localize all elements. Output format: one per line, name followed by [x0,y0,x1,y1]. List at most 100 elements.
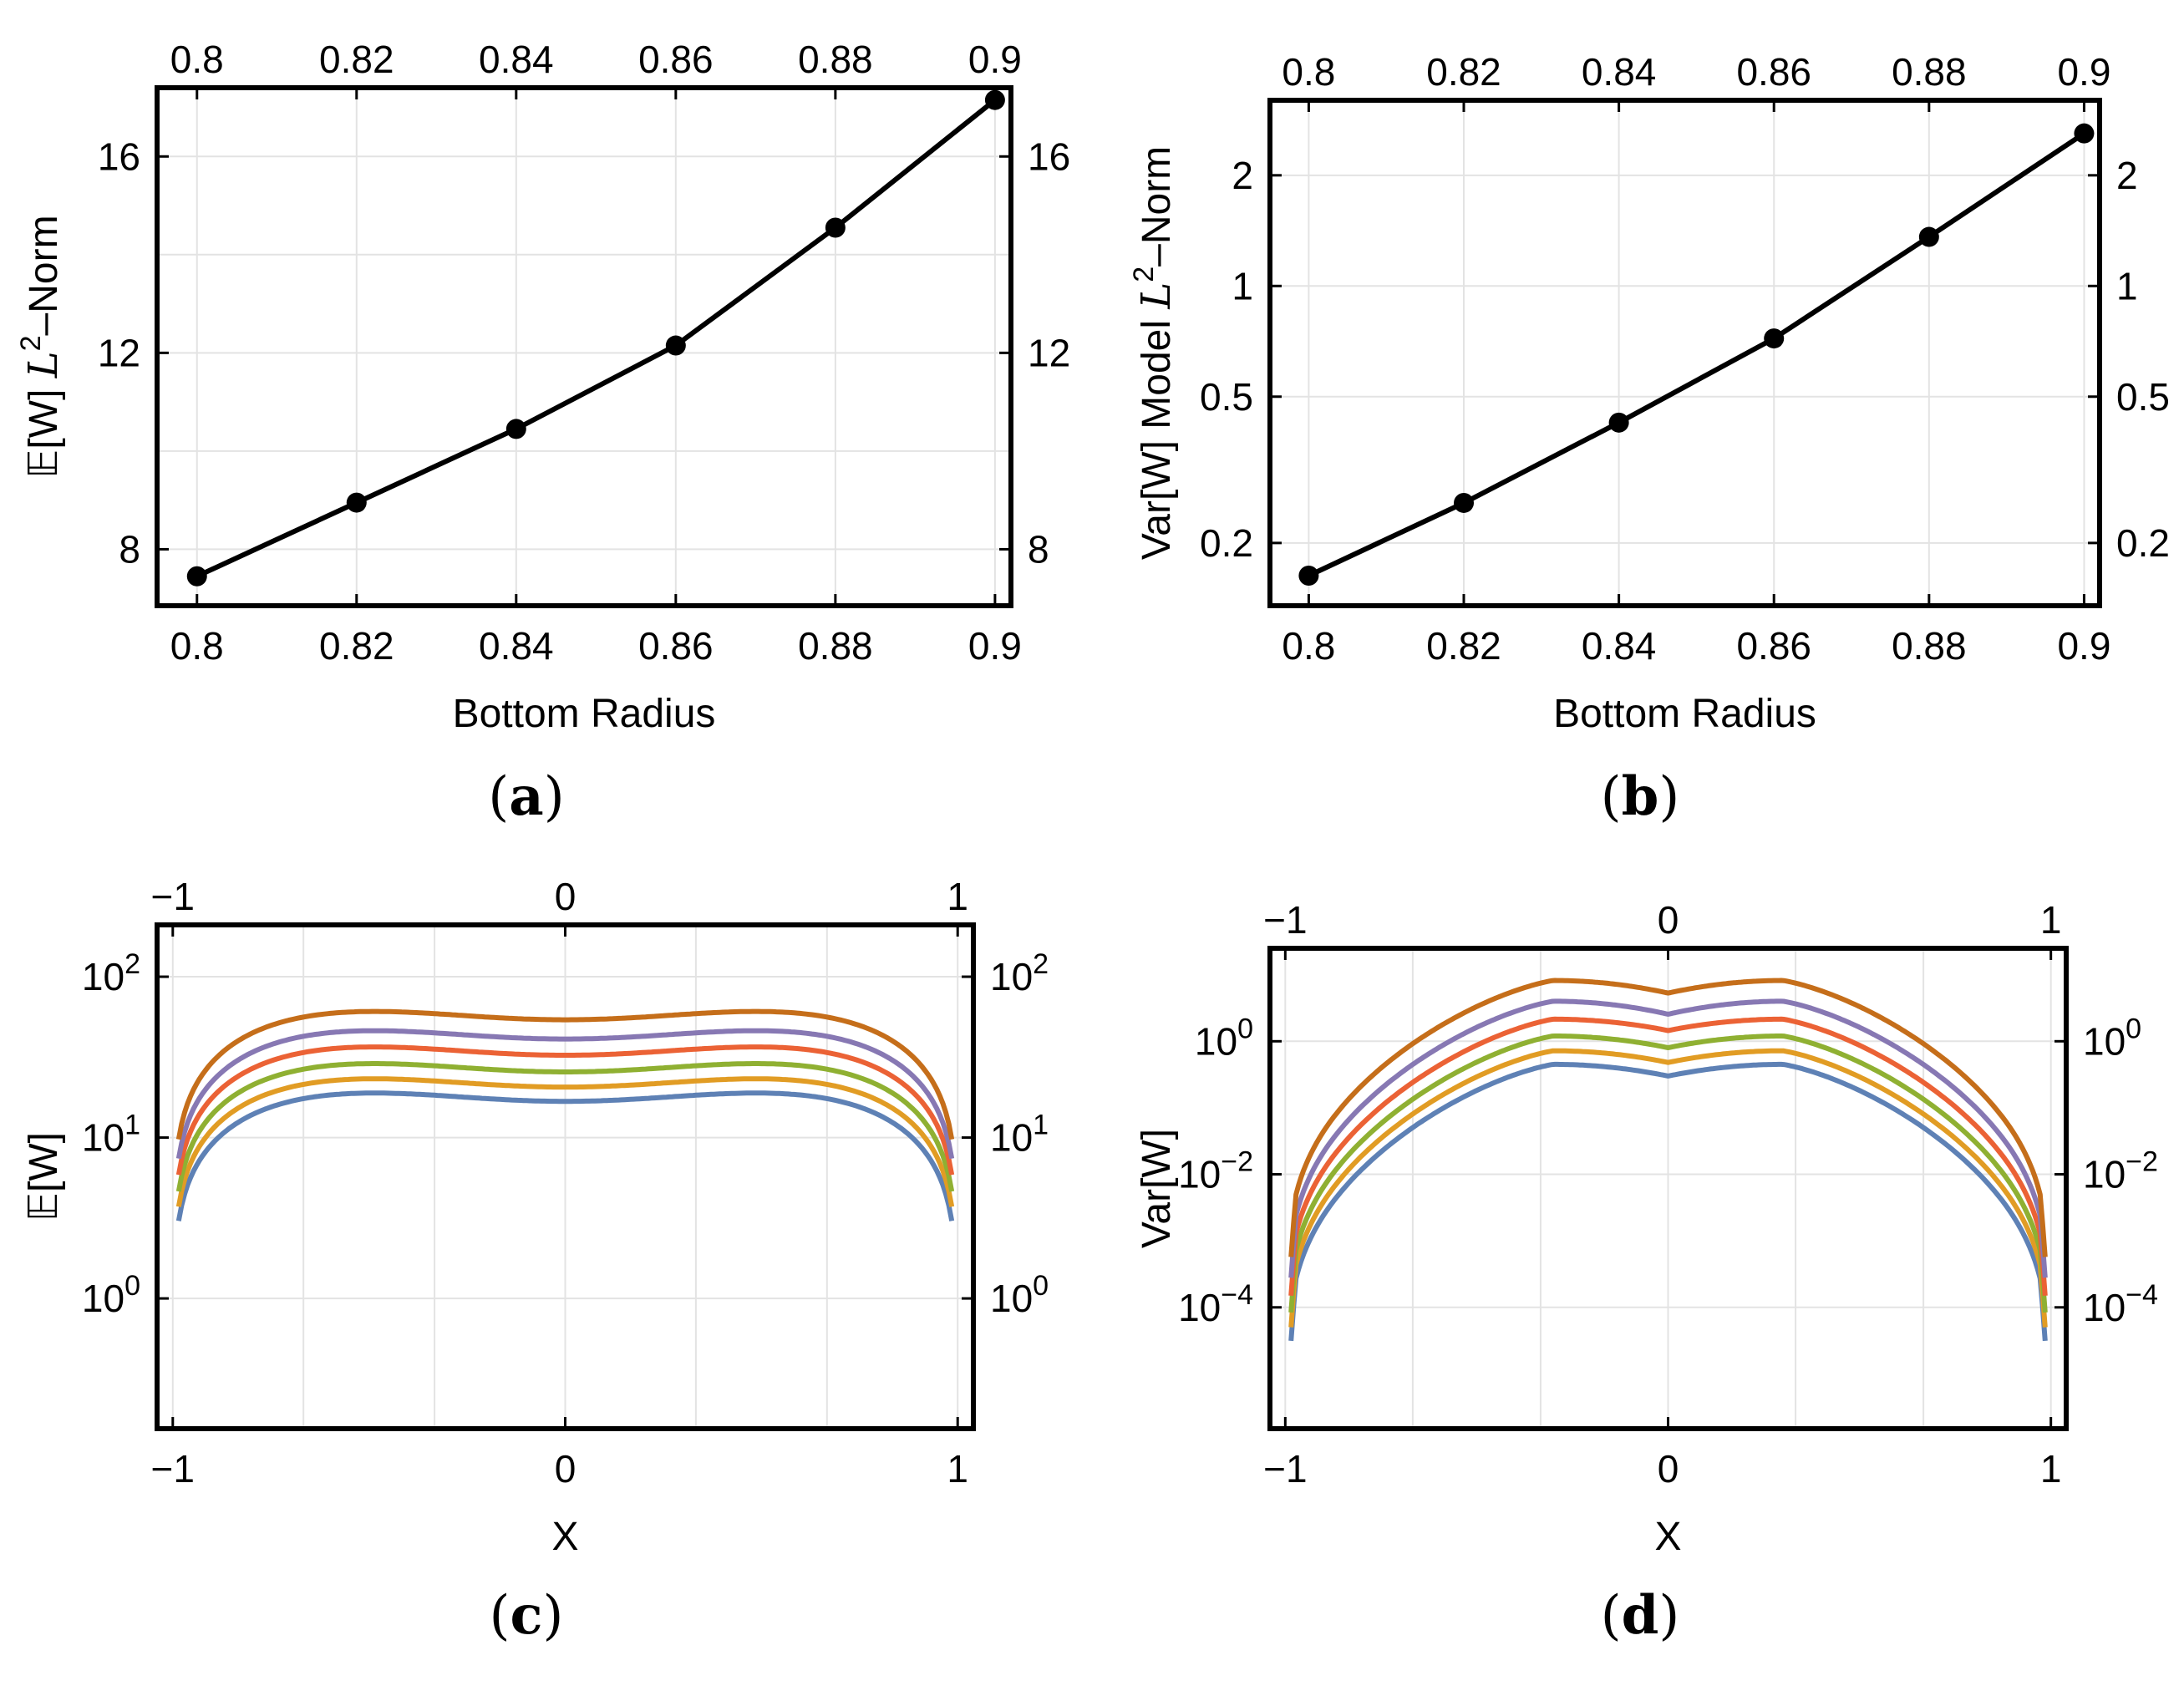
series-line [175,1044,955,1176]
y-tick-label: 10−2 [1178,1146,1253,1196]
x-tick-label: 0.86 [1736,624,1811,668]
x-tick-label-top: 0 [1658,898,1679,942]
x-tick-label-top: 0.8 [1282,50,1335,94]
y-tick-label: 101 [82,1110,140,1160]
x-tick-label: 0.84 [479,624,554,668]
y-axis-label: 𝔼[W] L2–Norm [15,215,67,478]
y-tick-label: 1 [1232,264,1253,307]
y-tick-label: 8 [119,527,140,571]
x-tick-label: 0.88 [798,624,873,668]
series-line [1288,1061,2048,1342]
x-tick-label: 0.9 [968,624,1022,668]
y-tick-label-right: 0.5 [2116,375,2170,419]
y-tick-label-right: 0.2 [2116,521,2170,565]
panel-caption: (d) [1601,1584,1680,1647]
y-tick-label-right: 10−4 [2083,1279,2158,1329]
chart-panel-a: 0.8 0.8 0.82 0.82 0.84 0.84 0.86 0.86 0.88 0.88 0.… [15,38,1070,828]
series-line [1288,998,2048,1278]
series-line [175,1090,955,1221]
data-point [1298,565,1319,586]
y-tick-label-right: 100 [2083,1013,2141,1063]
series-line [196,98,997,579]
panel-caption: (c) [490,1584,564,1647]
x-tick-label-top: 0.9 [2057,50,2110,94]
y-tick-label: 0.2 [1200,521,1253,565]
x-tick-label: 0.82 [1426,624,1501,668]
data-point [984,89,1005,110]
data-point [2074,123,2095,144]
y-tick-label-right: 8 [1028,527,1049,571]
data-point [665,335,686,356]
x-tick-label-top: 1 [2040,898,2062,942]
y-tick-label: 100 [1195,1013,1253,1063]
x-tick-label-top: 1 [947,875,968,918]
x-tick-label: 0 [1658,1447,1679,1491]
x-tick-label: 1 [947,1447,968,1491]
x-tick-label: 1 [2040,1447,2062,1491]
y-tick-label-right: 12 [1028,331,1070,374]
x-tick-label: 0.88 [1892,624,1967,668]
data-point [1608,412,1629,433]
panel-caption: (b) [1601,765,1680,828]
data-point [346,492,367,513]
y-tick-label-right: 10−2 [2083,1146,2158,1196]
data-point [1918,226,1939,247]
y-tick-label: 102 [82,948,140,998]
y-axis-label: 𝔼[W] [22,1132,66,1221]
x-tick-label-top: 0.88 [1892,50,1967,94]
x-tick-label: 0.8 [170,624,224,668]
panel-caption: (a) [488,765,564,828]
x-tick-label: 0.86 [638,624,714,668]
x-tick-label: 0.82 [319,624,394,668]
x-axis-label: Bottom Radius [453,692,716,736]
x-tick-label: 0.84 [1582,624,1657,668]
chart-panel-d: −1 −1 0 0 1 1 10−4 10−4 10−2 10−2 100 100 X Var[W] (d) [1135,898,2158,1647]
plot-frame [155,85,1013,608]
y-tick-label-right: 2 [2116,154,2138,197]
x-axis-label: X [551,1515,578,1559]
series-line [1288,1048,2048,1328]
x-tick-label-top: 0.9 [968,38,1022,81]
series-line [1288,1016,2048,1297]
y-tick-label: 12 [98,331,140,374]
series-line [1288,978,2048,1257]
y-tick-label-right: 1 [2116,264,2138,307]
series-line [1308,131,2086,578]
data-point [505,419,526,439]
x-tick-label-top: 0.84 [479,38,554,81]
y-tick-label: 2 [1232,154,1253,197]
chart-panel-c: −1 −1 0 0 1 1 100 100 101 101 102 102 X 𝔼[W] (c) [22,875,1049,1647]
data-point [1764,328,1785,349]
y-tick-label: 10−4 [1178,1279,1253,1329]
y-tick-label: 16 [98,135,140,178]
y-tick-label: 100 [82,1270,140,1320]
series-line [175,1061,955,1192]
x-tick-label: −1 [1263,1447,1307,1491]
x-axis-label: Bottom Radius [1553,692,1816,736]
data-point [186,566,207,587]
series-line [175,1028,955,1160]
x-tick-label: 0 [555,1447,576,1491]
plot-frame [1267,98,2102,608]
chart-panel-b: 0.8 0.8 0.82 0.82 0.84 0.84 0.86 0.86 0.88 0.88 0.… [1128,50,2170,828]
x-tick-label-top: 0.86 [1736,50,1811,94]
x-tick-label-top: 0.82 [319,38,394,81]
x-tick-label: 0.9 [2057,624,2110,668]
x-tick-label-top: 0.8 [170,38,224,81]
x-axis-label: X [1654,1515,1681,1559]
y-tick-label-right: 101 [990,1110,1049,1160]
y-axis-label: Var[W] [1135,1129,1179,1248]
x-tick-label: 0.8 [1282,624,1335,668]
x-tick-label-top: 0 [555,875,576,918]
x-tick-label: −1 [151,1447,195,1491]
x-tick-label-top: 0.82 [1426,50,1501,94]
x-tick-label-top: −1 [1263,898,1307,942]
y-tick-label-right: 16 [1028,135,1070,178]
y-tick-label: 0.5 [1200,375,1253,419]
series-line [175,1076,955,1207]
x-tick-label-top: 0.88 [798,38,873,81]
x-tick-label-top: 0.86 [638,38,714,81]
y-tick-label-right: 100 [990,1270,1049,1320]
x-tick-label-top: 0.84 [1582,50,1657,94]
data-point [1454,492,1475,513]
